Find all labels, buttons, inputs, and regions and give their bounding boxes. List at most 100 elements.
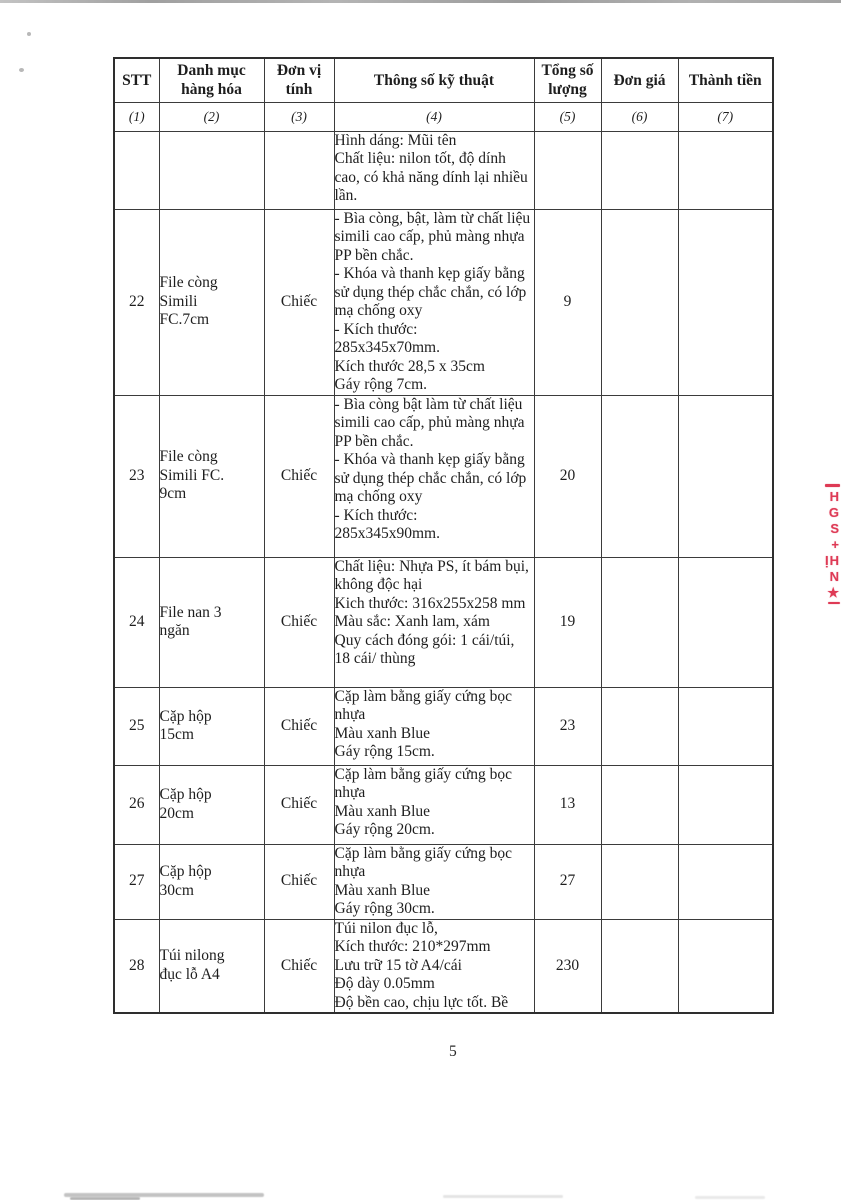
stamp-text-fragment: ỊH	[825, 553, 840, 568]
page-number: 5	[449, 1043, 457, 1060]
cell-item-name: Cặp hộp 30cm	[158, 843, 265, 920]
cell-stt: 24	[113, 556, 160, 688]
cell-unit: Chiếc	[263, 686, 335, 766]
cell-spec: Cặp làm bằng giấy cứng bọc nhựa Màu xanh…	[333, 764, 535, 845]
stamp-text-fragment: N	[829, 569, 840, 584]
cell-quantity: 9	[533, 208, 602, 396]
table-row: 22 File còng Simili FC.7cm Chiếc - Bìa c…	[113, 208, 774, 396]
cell-total	[677, 843, 774, 920]
table-row: 25 Cặp hộp 15cm Chiếc Cặp làm bằng giấy …	[113, 686, 774, 766]
cell-item-name: File nan 3 ngăn	[158, 556, 265, 688]
column-index-row: (1) (2) (3) (4) (5) (6) (7)	[113, 101, 774, 132]
cell-spec: Chất liệu: Nhựa PS, ít bám bụi, không độ…	[333, 556, 535, 688]
cell-unit: Chiếc	[263, 556, 335, 688]
cell-total	[677, 208, 774, 396]
cell-unit: Chiếc	[263, 918, 335, 1014]
cell-stt: 28	[113, 918, 160, 1014]
scan-smudge-bottom	[443, 1195, 563, 1198]
table-row: Hình dáng: Mũi tên Chất liệu: nilon tốt,…	[113, 130, 774, 210]
cell-stt	[113, 130, 160, 210]
cell-stt: 26	[113, 764, 160, 845]
column-index: (6)	[600, 101, 679, 132]
table-row: 27 Cặp hộp 30cm Chiếc Cặp làm bằng giấy …	[113, 843, 774, 920]
scan-speck	[19, 68, 24, 72]
scan-smudge-bottom	[695, 1196, 765, 1199]
cell-spec: - Bìa còng bật làm từ chất liệu simili c…	[333, 394, 535, 558]
cell-stt: 23	[113, 394, 160, 558]
stamp-text-fragment: ★	[827, 585, 840, 600]
header-unit: Đơn vị tính	[263, 57, 335, 103]
column-index: (2)	[158, 101, 265, 132]
cell-unit: Chiếc	[263, 394, 335, 558]
scan-smudge-bottom	[70, 1197, 140, 1200]
cell-stt: 27	[113, 843, 160, 920]
cell-item-name: File còng Simili FC.7cm	[158, 208, 265, 396]
header-quantity: Tổng số lượng	[533, 57, 602, 103]
cell-spec: - Bìa còng, bật, làm từ chất liệu simili…	[333, 208, 535, 396]
cell-total	[677, 130, 774, 210]
stamp-text-fragment: +	[831, 537, 840, 552]
cell-unit: Chiếc	[263, 208, 335, 396]
cell-unit-price	[600, 686, 679, 766]
cell-item-name: Cặp hộp 20cm	[158, 764, 265, 845]
stamp-text-fragment: S	[830, 521, 840, 536]
cell-quantity: 20	[533, 394, 602, 558]
stamp-text-fragment: G	[828, 505, 840, 520]
header-unit-price: Đơn giá	[600, 57, 679, 103]
column-index: (4)	[333, 101, 535, 132]
header-item-name: Danh mục hàng hóa	[158, 57, 265, 103]
cell-quantity	[533, 130, 602, 210]
cell-quantity: 27	[533, 843, 602, 920]
cell-item-name: File còng Simili FC. 9cm	[158, 394, 265, 558]
cell-spec: Túi nilon đục lỗ, Kích thước: 210*297mm …	[333, 918, 535, 1014]
cell-spec: Hình dáng: Mũi tên Chất liệu: nilon tốt,…	[333, 130, 535, 210]
cell-quantity: 19	[533, 556, 602, 688]
header-total: Thành tiền	[677, 57, 774, 103]
cell-unit: Chiếc	[263, 843, 335, 920]
column-index: (1)	[113, 101, 160, 132]
cell-total	[677, 394, 774, 558]
cell-unit-price	[600, 556, 679, 688]
column-index: (3)	[263, 101, 335, 132]
table-body: Hình dáng: Mũi tên Chất liệu: nilon tốt,…	[113, 130, 774, 1014]
cell-quantity: 23	[533, 686, 602, 766]
cell-unit-price	[600, 208, 679, 396]
cell-total	[677, 764, 774, 845]
column-index: (5)	[533, 101, 602, 132]
cell-item-name: Cặp hộp 15cm	[158, 686, 265, 766]
table-row: 24 File nan 3 ngăn Chiếc Chất liệu: Nhựa…	[113, 556, 774, 688]
cell-unit-price	[600, 843, 679, 920]
cell-quantity: 13	[533, 764, 602, 845]
cell-total	[677, 918, 774, 1014]
cell-quantity: 230	[533, 918, 602, 1014]
cell-unit-price	[600, 130, 679, 210]
scan-smudge-bottom	[64, 1193, 264, 1197]
stamp-text-fragment: H	[829, 489, 840, 504]
red-stamp-fragment: H G S + ỊH N ★	[814, 484, 841, 604]
cell-unit-price	[600, 918, 679, 1014]
cell-unit-price	[600, 764, 679, 845]
cell-stt: 22	[113, 208, 160, 396]
scan-edge-artifact-top	[0, 0, 841, 3]
cell-total	[677, 686, 774, 766]
table-row: 26 Cặp hộp 20cm Chiếc Cặp làm bằng giấy …	[113, 764, 774, 845]
header-spec: Thông số kỹ thuật	[333, 57, 535, 103]
cell-unit	[263, 130, 335, 210]
cell-spec: Cặp làm bằng giấy cứng bọc nhựa Màu xanh…	[333, 686, 535, 766]
stamp-line	[828, 602, 840, 604]
header-stt: STT	[113, 57, 160, 103]
table-row: 28 Túi nilong đục lỗ A4 Chiếc Túi nilon …	[113, 918, 774, 1014]
cell-unit-price	[600, 394, 679, 558]
supply-table: STT Danh mục hàng hóa Đơn vị tính Thông …	[113, 57, 774, 1014]
table-header: STT Danh mục hàng hóa Đơn vị tính Thông …	[113, 57, 774, 132]
cell-unit: Chiếc	[263, 764, 335, 845]
cell-stt: 25	[113, 686, 160, 766]
cell-total	[677, 556, 774, 688]
cell-spec: Cặp làm bằng giấy cứng bọc nhựa Màu xanh…	[333, 843, 535, 920]
header-row: STT Danh mục hàng hóa Đơn vị tính Thông …	[113, 57, 774, 103]
column-index: (7)	[677, 101, 774, 132]
table-row: 23 File còng Simili FC. 9cm Chiếc - Bìa …	[113, 394, 774, 558]
stamp-line	[825, 484, 840, 487]
cell-item-name: Túi nilong đục lỗ A4	[158, 918, 265, 1014]
cell-item-name	[158, 130, 265, 210]
